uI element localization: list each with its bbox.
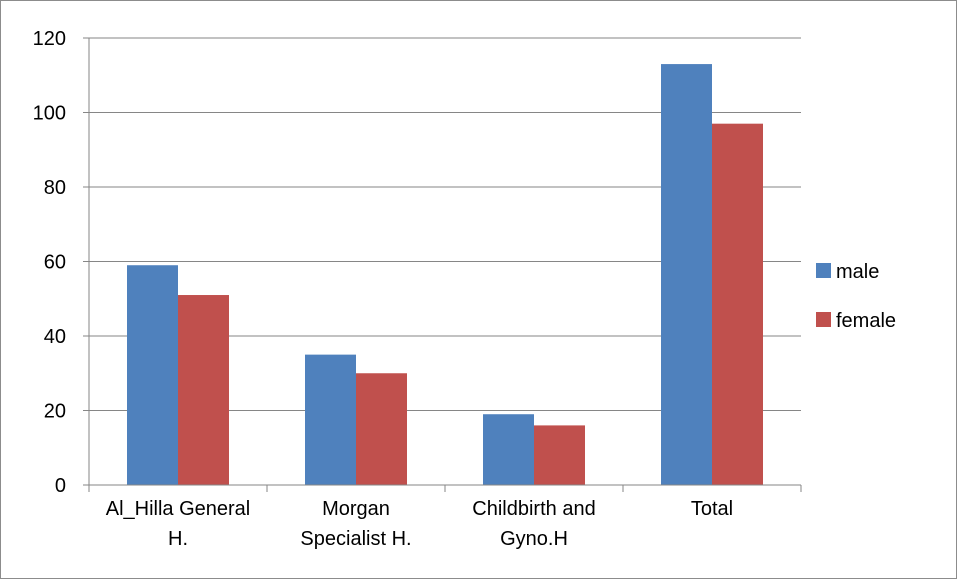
y-tick-label-40: 40 [44, 326, 66, 348]
x-tick-label-0-0: Al_Hilla General [106, 498, 251, 520]
bar-female-2 [534, 425, 585, 485]
legend: male female [816, 261, 896, 332]
x-tick-label-1-1: Specialist H. [300, 528, 411, 550]
x-tick-label-2-0: Childbirth and [472, 498, 595, 520]
legend-swatch-female [816, 312, 831, 327]
bar-male-0 [127, 265, 178, 485]
y-tick-label-60: 60 [44, 252, 66, 274]
y-tick-labels: 0 20 40 60 80 100 120 [33, 28, 66, 497]
x-tick-label-2-1: Gyno.H [500, 528, 568, 550]
bar-female-0 [178, 295, 229, 485]
bar-male-3 [661, 64, 712, 485]
axes [83, 37, 802, 492]
bar-female-3 [712, 123, 763, 486]
y-tick-label-80: 80 [44, 177, 66, 199]
x-tick-label-1-0: Morgan [322, 498, 390, 520]
y-tick-label-20: 20 [44, 401, 66, 423]
legend-label-male: male [836, 261, 879, 283]
legend-swatch-male [816, 263, 831, 278]
bar-male-2 [483, 414, 534, 485]
x-tick-label-0-1: H. [168, 528, 188, 550]
legend-label-female: female [836, 310, 896, 332]
x-tick-labels: Al_Hilla General H. Morgan Specialist H. Chi… [106, 498, 733, 550]
bar-male-1 [305, 354, 356, 485]
bar-female-1 [356, 373, 407, 485]
y-tick-label-100: 100 [33, 103, 66, 125]
y-tick-label-120: 120 [33, 28, 66, 50]
x-tick-label-3-0: Total [691, 498, 733, 520]
y-tick-label-0: 0 [55, 475, 66, 497]
bars [127, 64, 763, 486]
